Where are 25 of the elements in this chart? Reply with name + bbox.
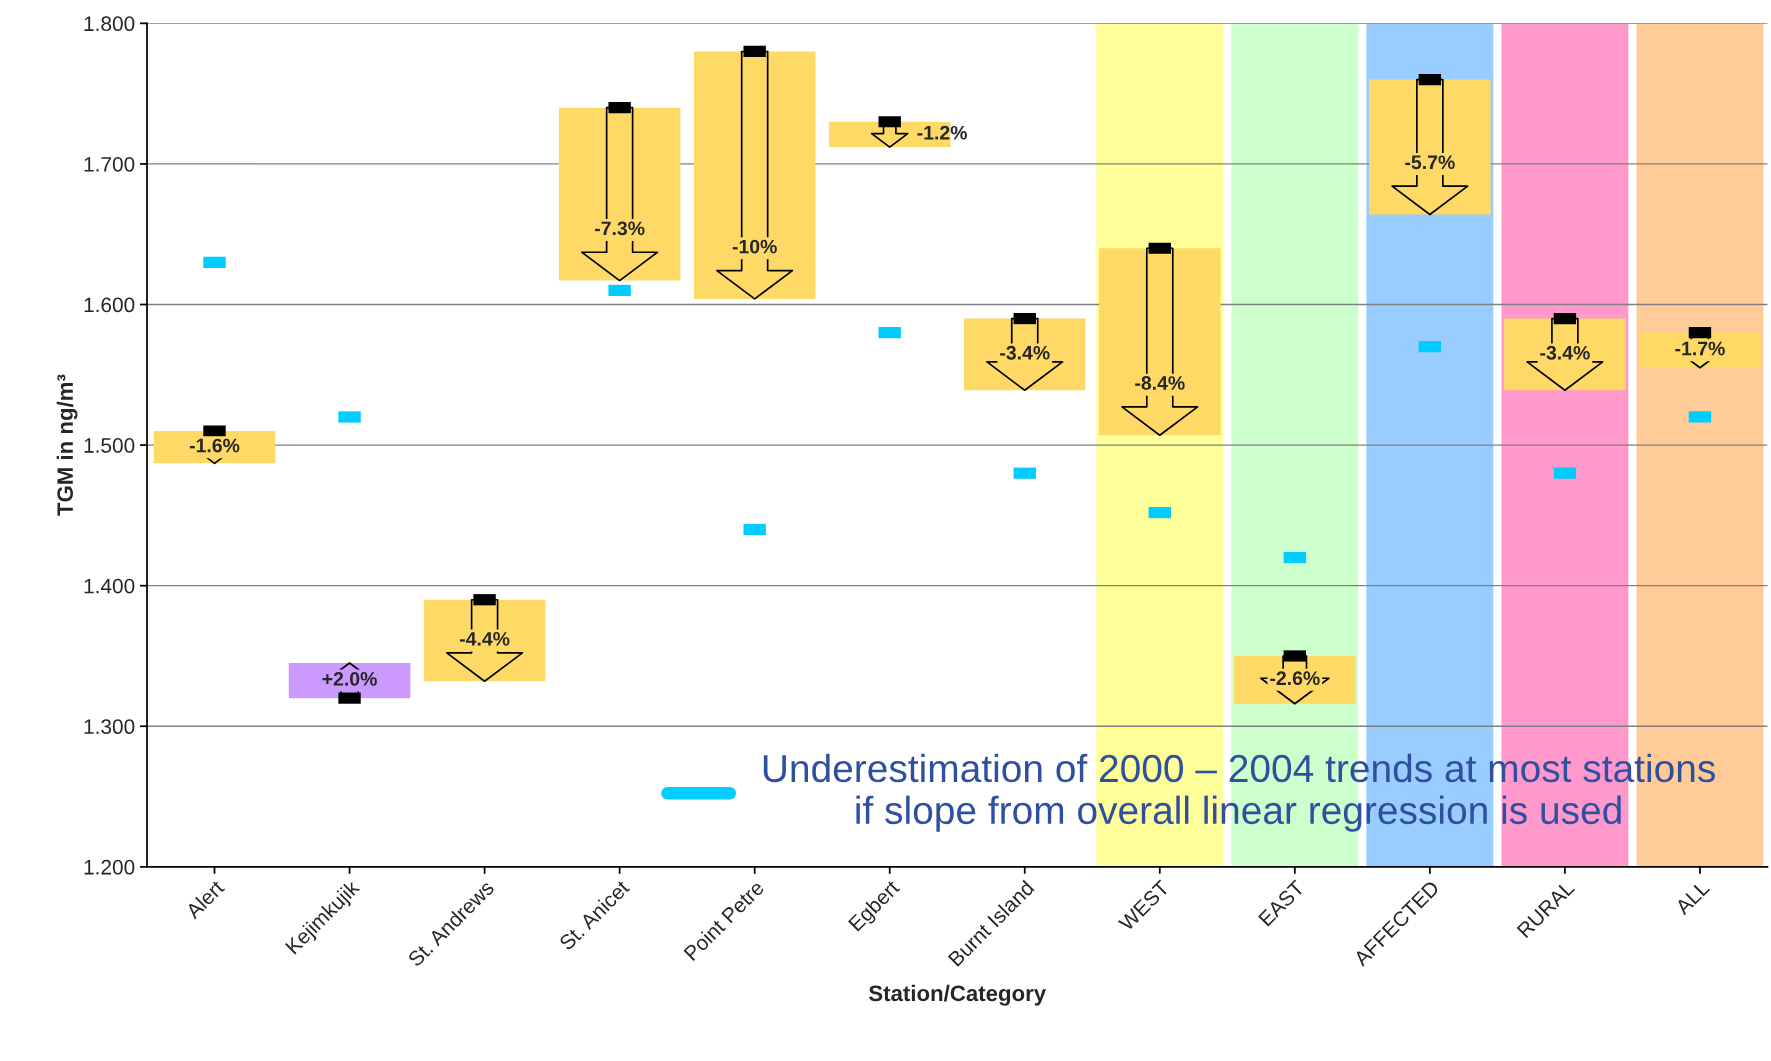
x-axis-title: Station/Category [868,984,1047,1006]
bar [1099,248,1221,436]
y-tick-label: 1.700 [84,156,135,172]
y-tick-label: 1.800 [84,16,135,32]
bar [1369,79,1491,215]
annotation: -1.7% [1675,341,1725,356]
y-axis-title: TGM in ng/m³ [56,374,78,516]
y-tick-label: 1.300 [84,719,135,735]
annotation: -8.4% [1135,376,1185,390]
annotation: -4.4% [459,632,510,646]
annotation: -2.6% [1270,671,1320,686]
annotation: -1.6% [189,438,240,453]
annotation: +2.0% [322,672,377,686]
annotation: -3.4% [1540,345,1590,360]
bar [558,107,681,281]
y-tick-label: 1.600 [84,297,135,313]
y-tick-label: 1.200 [84,859,135,875]
annotation: -7.3% [594,221,645,236]
y-tick-label: 1.400 [84,578,135,594]
bar [693,51,816,299]
x-tick-label: ALL [1674,879,1711,916]
y-tick-label: 1.500 [84,438,135,453]
annotation: -3.4% [1000,345,1050,360]
annotation: -5.7% [1405,155,1455,170]
annotation: -10% [732,239,777,254]
